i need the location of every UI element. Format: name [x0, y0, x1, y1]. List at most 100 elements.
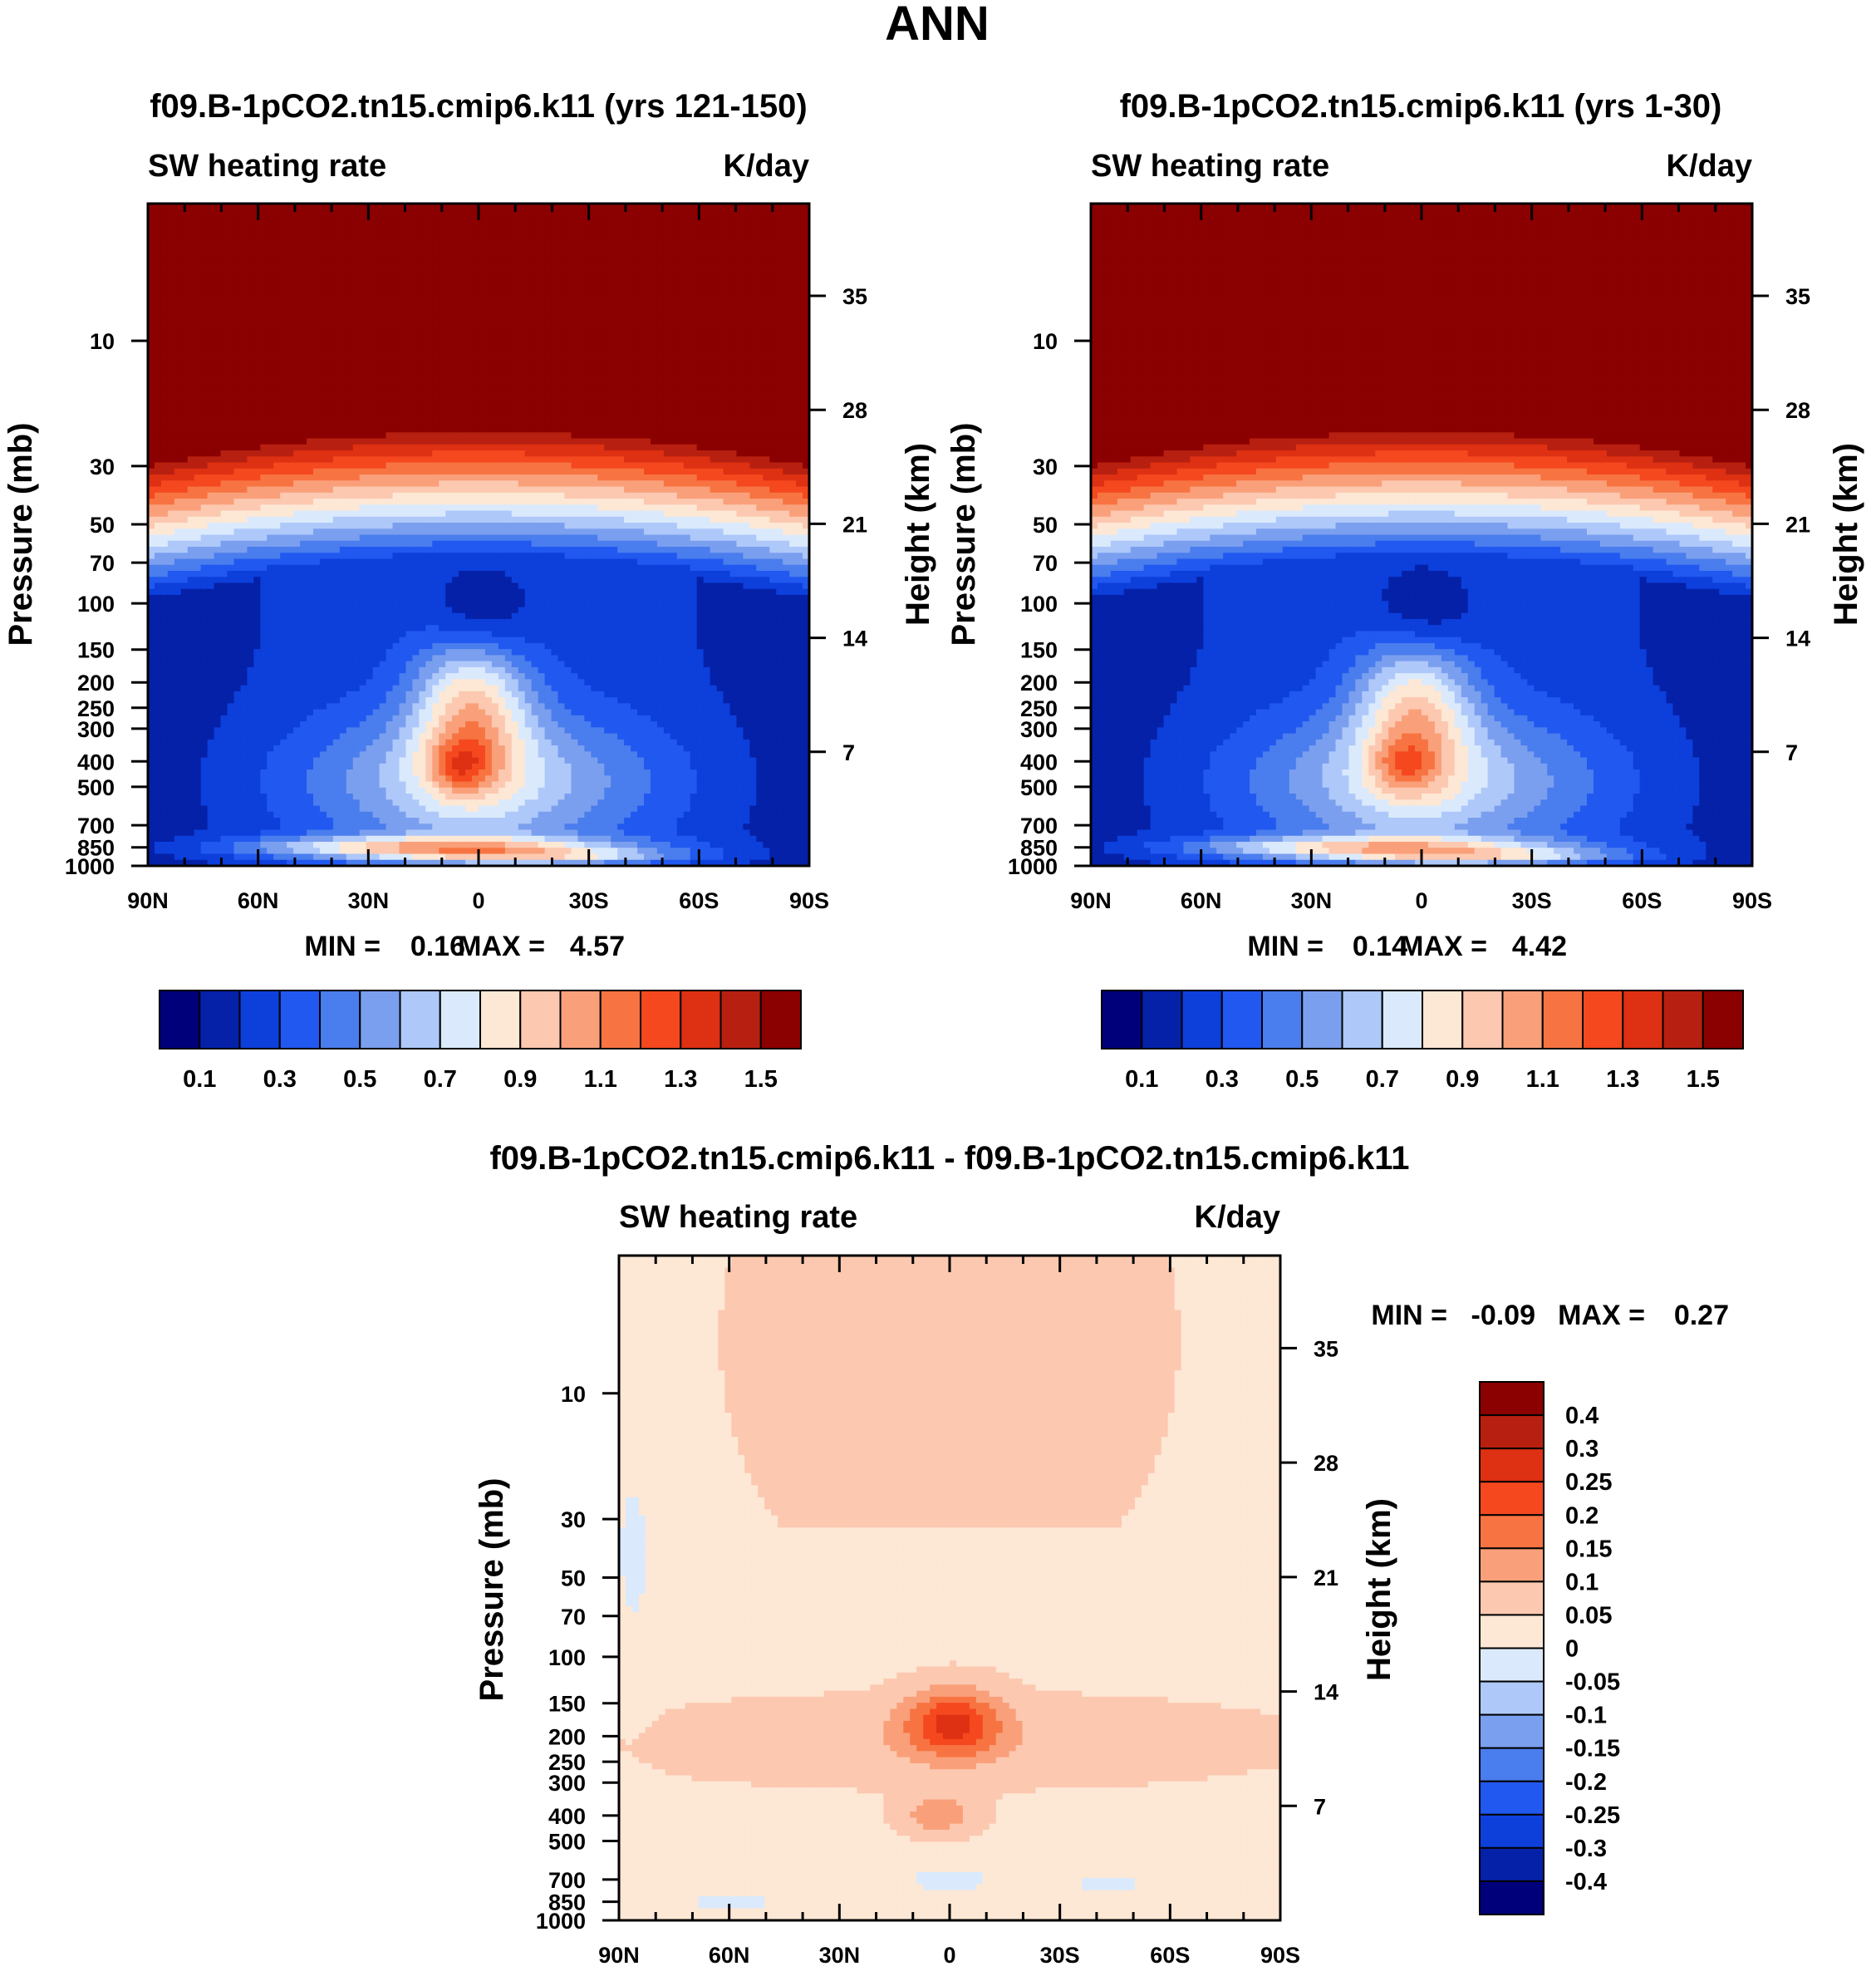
- field-cell: [332, 444, 341, 451]
- field-cell: [511, 486, 519, 494]
- field-cell: [339, 312, 347, 319]
- field-cell: [445, 371, 453, 379]
- field-cell: [644, 306, 651, 313]
- field-cell: [412, 288, 420, 295]
- field-cell: [789, 378, 797, 385]
- field-cell: [683, 456, 691, 464]
- field-cell: [504, 444, 513, 451]
- field-cell: [465, 474, 473, 481]
- field-cell: [419, 456, 426, 464]
- field-cell: [346, 390, 354, 397]
- field-cell: [148, 221, 155, 229]
- field-cell: [690, 384, 698, 391]
- field-cell: [656, 342, 665, 349]
- field-cell: [214, 371, 222, 379]
- field-cell: [180, 366, 189, 373]
- field-cell: [743, 354, 750, 361]
- field-cell: [180, 426, 189, 433]
- field-cell: [392, 474, 400, 481]
- field-cell: [783, 306, 790, 313]
- field-cell: [280, 275, 287, 283]
- field-cell: [220, 432, 228, 440]
- field-cell: [247, 402, 254, 409]
- field-cell: [656, 444, 665, 451]
- field-cell: [300, 239, 307, 247]
- field-cell: [656, 420, 665, 427]
- field-cell: [154, 233, 162, 241]
- field-cell: [769, 299, 777, 307]
- field-cell: [247, 293, 254, 301]
- field-cell: [663, 263, 671, 271]
- field-cell: [617, 299, 625, 307]
- field-cell: [273, 408, 281, 415]
- field-cell: [339, 354, 347, 361]
- field-cell: [670, 288, 678, 295]
- field-cell: [405, 293, 413, 301]
- field-cell: [233, 299, 242, 307]
- field-cell: [287, 492, 294, 499]
- field-cell: [194, 317, 202, 325]
- field-cell: [729, 486, 738, 494]
- field-cell: [214, 293, 222, 301]
- field-cell: [663, 336, 671, 343]
- field-cell: [749, 209, 757, 217]
- field-cell: [300, 204, 307, 210]
- field-cell: [372, 354, 381, 361]
- field-cell: [160, 245, 169, 253]
- field-cell: [736, 474, 744, 481]
- field-cell: [538, 499, 546, 505]
- field-cell: [346, 263, 354, 271]
- field-cell: [749, 371, 757, 379]
- field-cell: [194, 204, 202, 210]
- field-cell: [214, 245, 222, 253]
- field-cell: [577, 269, 585, 277]
- field-cell: [551, 251, 559, 258]
- field-cell: [769, 269, 777, 277]
- field-cell: [504, 251, 513, 258]
- field-cell: [220, 438, 228, 445]
- field-cell: [803, 215, 809, 223]
- field-cell: [696, 366, 705, 373]
- field-cell: [445, 444, 453, 451]
- field-cell: [776, 312, 783, 319]
- field-cell: [339, 342, 347, 349]
- field-cell: [452, 258, 459, 265]
- field-cell: [597, 426, 605, 433]
- field-cell: [736, 204, 744, 210]
- field-cell: [479, 456, 486, 464]
- field-cell: [160, 378, 169, 385]
- field-cell: [425, 227, 433, 234]
- field-cell: [260, 347, 268, 355]
- field-cell: [783, 354, 790, 361]
- field-cell: [723, 330, 731, 337]
- field-cell: [379, 317, 387, 325]
- field-cell: [518, 456, 526, 464]
- field-cell: [538, 432, 546, 440]
- field-cell: [769, 432, 777, 440]
- field-cell: [405, 251, 413, 258]
- field-cell: [484, 245, 493, 253]
- field-cell: [253, 312, 261, 319]
- field-cell: [591, 396, 598, 403]
- field-cell: [577, 263, 585, 271]
- field-cell: [531, 420, 539, 427]
- field-cell: [419, 288, 426, 295]
- field-cell: [267, 492, 274, 499]
- field-cell: [432, 450, 440, 457]
- field-cell: [233, 275, 242, 283]
- field-cell: [293, 396, 301, 403]
- field-cell: [200, 233, 209, 241]
- field-cell: [194, 378, 202, 385]
- field-cell: [696, 258, 705, 265]
- field-cell: [472, 432, 479, 440]
- field-cell: [207, 450, 215, 457]
- field-cell: [518, 432, 526, 440]
- field-cell: [280, 378, 287, 385]
- field-cell: [491, 462, 499, 469]
- field-cell: [425, 408, 433, 415]
- field-cell: [392, 426, 400, 433]
- field-cell: [683, 444, 691, 451]
- field-cell: [670, 462, 678, 469]
- field-cell: [154, 227, 162, 234]
- field-cell: [703, 288, 711, 295]
